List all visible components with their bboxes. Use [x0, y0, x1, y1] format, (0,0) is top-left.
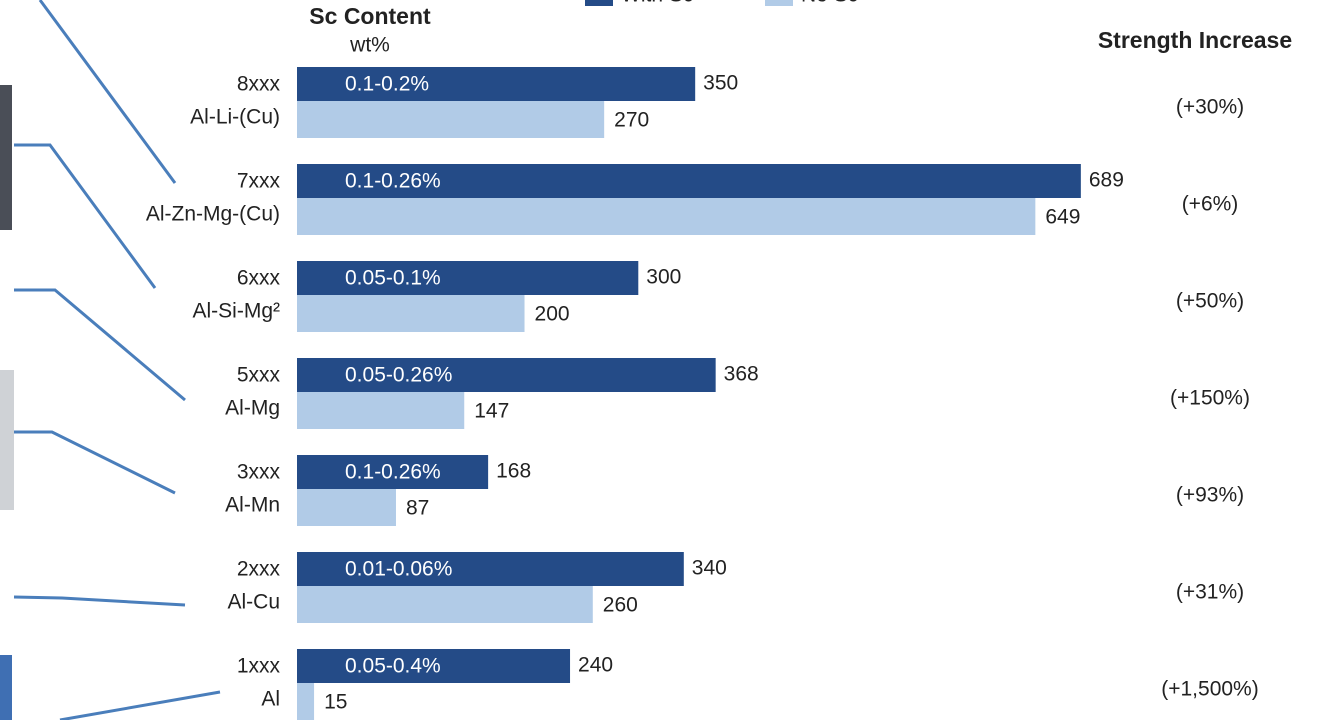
strength-increase: (+150%) [1170, 387, 1250, 410]
sc-content-label: 0.1-0.26% [345, 170, 441, 193]
connector-line [14, 432, 175, 493]
category-sublabel: Al-Zn-Mg-(Cu) [146, 203, 280, 226]
strength-increase: (+6%) [1182, 193, 1239, 216]
connector-line [40, 0, 175, 183]
category-sublabel: Al-Li-(Cu) [190, 106, 280, 129]
sc-content-label: 0.01-0.06% [345, 558, 452, 581]
category-sublabel: Al-Mn [225, 494, 280, 517]
value-label: 350 [703, 72, 738, 95]
bar [297, 489, 396, 526]
category-label: 2xxx [237, 558, 281, 581]
category-label: 6xxx [237, 267, 281, 290]
bar [297, 392, 464, 429]
strength-increase: (+1,500%) [1161, 678, 1258, 701]
strength-increase: (+30%) [1176, 96, 1244, 119]
bar [297, 101, 604, 138]
value-label: 87 [406, 497, 429, 520]
category-label: 5xxx [237, 364, 281, 387]
strength-increase: (+31%) [1176, 581, 1244, 604]
strength-increase: (+93%) [1176, 484, 1244, 507]
value-label: 168 [496, 460, 531, 483]
category-sublabel: Al-Cu [227, 591, 280, 614]
category-label: 7xxx [237, 170, 281, 193]
image-fragment [0, 370, 14, 510]
category-label: 3xxx [237, 461, 281, 484]
category-label: 1xxx [237, 655, 281, 678]
category-sublabel: Al-Si-Mg² [193, 300, 281, 323]
category-sublabel: Al [261, 688, 280, 711]
bar [297, 295, 525, 332]
value-label: 340 [692, 557, 727, 580]
bar [297, 198, 1035, 235]
chart: Sc Content wt% Strength Increase With Sc… [0, 0, 1330, 720]
connector-line [60, 692, 220, 720]
connector-line [14, 597, 185, 605]
column-subheader: wt% [349, 34, 390, 57]
sc-content-label: 0.1-0.26% [345, 461, 441, 484]
legend-label: With Sc [621, 0, 693, 7]
legend-swatch [765, 0, 793, 6]
image-fragment [0, 655, 12, 720]
value-label: 689 [1089, 169, 1124, 192]
strength-increase: (+50%) [1176, 290, 1244, 313]
value-label: 368 [724, 363, 759, 386]
image-fragment [0, 85, 12, 230]
connector-line [14, 290, 185, 400]
sc-content-label: 0.05-0.26% [345, 364, 452, 387]
value-label: 240 [578, 654, 613, 677]
legend-label: No Sc [801, 0, 858, 7]
column-header: Sc Content [309, 3, 431, 29]
bar [297, 683, 314, 720]
connector-line [14, 145, 155, 288]
value-label: 300 [646, 266, 681, 289]
value-label: 649 [1045, 206, 1080, 229]
sc-content-label: 0.1-0.2% [345, 73, 429, 96]
value-label: 147 [474, 400, 509, 423]
sc-content-label: 0.05-0.1% [345, 267, 441, 290]
column-header: Strength Increase [1098, 27, 1292, 53]
sc-content-label: 0.05-0.4% [345, 655, 441, 678]
value-label: 270 [614, 109, 649, 132]
value-label: 15 [324, 691, 347, 714]
bar [297, 586, 593, 623]
value-label: 200 [535, 303, 570, 326]
legend-swatch [585, 0, 613, 6]
value-label: 260 [603, 594, 638, 617]
category-sublabel: Al-Mg [225, 397, 280, 420]
category-label: 8xxx [237, 73, 281, 96]
